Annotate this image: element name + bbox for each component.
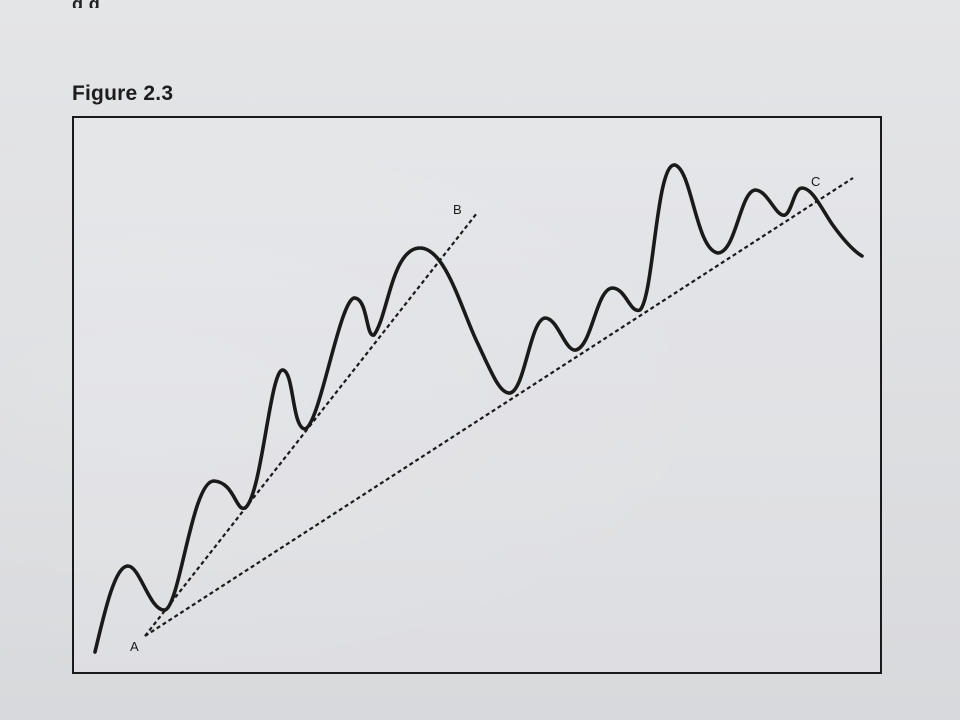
label-point-a: A — [130, 639, 139, 654]
cut-off-text-line: q g — [72, 0, 100, 8]
figure-title: Figure 2.3 — [72, 82, 174, 105]
label-point-b: B — [453, 202, 462, 217]
figure-frame — [72, 116, 882, 674]
trendline-a-c — [144, 177, 854, 637]
label-point-c: C — [811, 174, 820, 189]
price-wave-curve — [93, 163, 864, 654]
